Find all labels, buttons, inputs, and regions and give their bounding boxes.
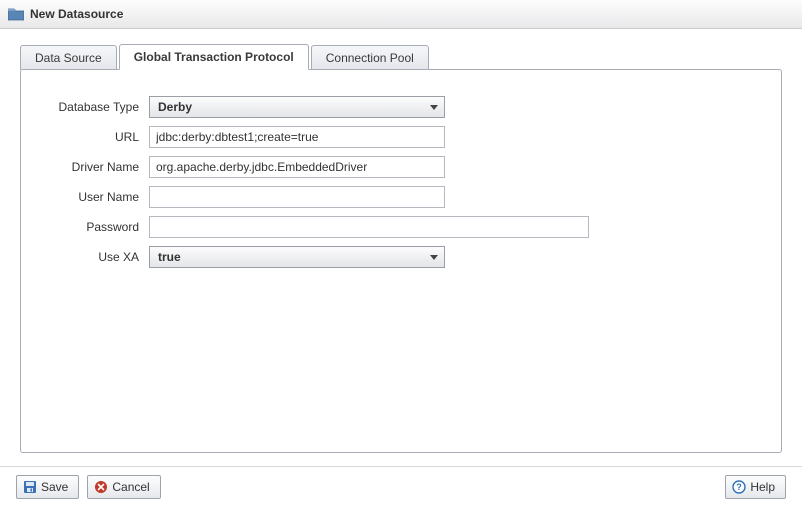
tab-global-transaction-protocol[interactable]: Global Transaction Protocol <box>119 44 309 70</box>
label-password: Password <box>21 220 149 234</box>
chevron-down-icon <box>430 255 438 260</box>
input-url[interactable] <box>149 126 445 148</box>
help-icon: ? <box>732 480 746 494</box>
label-user-name: User Name <box>21 190 149 204</box>
help-label: Help <box>750 480 775 494</box>
select-use-xa[interactable]: true <box>149 246 445 268</box>
row-password: Password <box>21 216 781 238</box>
select-value: true <box>158 250 181 264</box>
form-panel: Database Type Derby URL Driver Name User… <box>20 69 782 453</box>
select-database-type[interactable]: Derby <box>149 96 445 118</box>
save-button[interactable]: Save <box>16 475 79 499</box>
tab-connection-pool[interactable]: Connection Pool <box>311 45 429 70</box>
footer-left: Save Cancel <box>16 475 161 499</box>
select-value: Derby <box>158 100 192 114</box>
tab-label: Connection Pool <box>326 51 414 65</box>
cancel-button[interactable]: Cancel <box>87 475 160 499</box>
label-database-type: Database Type <box>21 100 149 114</box>
help-button[interactable]: ? Help <box>725 475 786 499</box>
svg-text:?: ? <box>737 482 743 492</box>
tabs-row: Data Source Global Transaction Protocol … <box>0 29 802 69</box>
cancel-icon <box>94 480 108 494</box>
save-icon <box>23 480 37 494</box>
row-use-xa: Use XA true <box>21 246 781 268</box>
titlebar: New Datasource <box>0 0 802 29</box>
footer: Save Cancel ? Help <box>0 466 802 507</box>
label-use-xa: Use XA <box>21 250 149 264</box>
label-url: URL <box>21 130 149 144</box>
input-password[interactable] <box>149 216 589 238</box>
label-driver-name: Driver Name <box>21 160 149 174</box>
window-title: New Datasource <box>30 7 123 21</box>
tab-data-source[interactable]: Data Source <box>20 45 117 70</box>
row-user-name: User Name <box>21 186 781 208</box>
tab-label: Global Transaction Protocol <box>134 50 294 64</box>
row-database-type: Database Type Derby <box>21 96 781 118</box>
window-root: New Datasource Data Source Global Transa… <box>0 0 802 507</box>
chevron-down-icon <box>430 105 438 110</box>
input-user-name[interactable] <box>149 186 445 208</box>
row-url: URL <box>21 126 781 148</box>
folder-icon <box>8 7 24 21</box>
tab-label: Data Source <box>35 51 102 65</box>
cancel-label: Cancel <box>112 480 149 494</box>
input-driver-name[interactable] <box>149 156 445 178</box>
save-label: Save <box>41 480 68 494</box>
row-driver-name: Driver Name <box>21 156 781 178</box>
